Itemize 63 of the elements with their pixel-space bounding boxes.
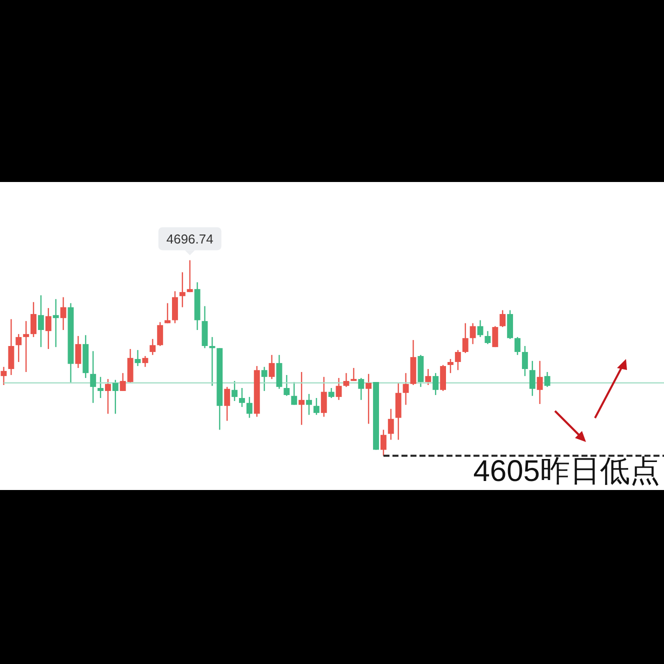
candlestick [134,349,141,367]
candlestick [23,320,30,373]
candlestick [291,381,298,406]
candlestick [30,301,36,338]
candlestick [306,393,312,416]
candlestick [336,377,342,401]
candlestick [529,360,536,396]
candlestick [52,298,59,348]
candlestick [432,372,439,396]
candlestick [261,366,268,392]
candlestick [500,310,506,328]
candlestick [157,322,164,347]
candlestick [328,387,334,399]
candlestick [544,371,550,388]
candlestick [343,372,350,388]
candlestick [448,358,454,374]
candlestick [514,336,520,356]
candlestick [380,429,386,456]
candlestick [522,345,528,377]
candlestick [276,354,282,390]
candlestick [75,335,82,369]
candlestick [172,290,178,324]
candlestick [112,379,118,414]
candlestick [492,326,498,348]
candlestick [470,322,476,345]
candlestick [313,397,320,416]
candlestick [186,260,193,293]
candlestick [358,377,364,401]
candlestick [45,307,52,350]
candlestick [350,367,357,382]
candlestick [16,333,22,363]
annotation: 4696.74 [166,231,214,246]
candlestick [239,387,245,408]
candlestick [284,374,290,396]
candlestick [477,320,484,338]
candlestick [298,371,305,426]
candlestick [104,378,111,414]
candlestick [8,318,14,376]
candlestick [462,322,468,354]
candlestick [224,386,230,422]
candlestick [440,364,446,392]
candlestick [179,272,186,308]
candlestick [90,350,96,404]
candlestick [454,349,461,371]
candlestick [232,380,238,402]
candlestick [388,408,394,440]
candlestick [268,354,275,380]
candlestick [60,296,66,331]
candlestick [164,302,171,324]
candlestick [484,330,491,345]
candlestick [150,338,156,356]
candlestick [366,373,372,424]
candlestick [142,355,148,368]
ref-line-label: 4605昨日低点 [473,455,660,488]
candlestick [209,336,216,386]
candlestick [320,376,327,418]
candlestick [425,368,432,386]
candlestick [98,376,104,399]
candlestick [536,360,543,405]
candlestick [38,294,44,348]
candlestick [0,366,7,386]
candlestick [246,396,252,418]
candlestick [402,372,409,406]
